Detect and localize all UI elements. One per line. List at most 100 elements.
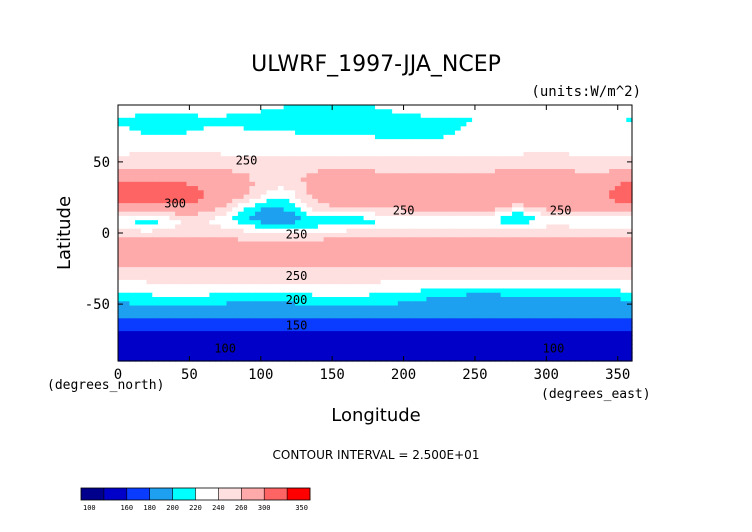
heatmap-cell: [237, 279, 245, 285]
heatmap-cell: [220, 147, 228, 153]
heatmap-cell: [272, 190, 279, 196]
heatmap-cell: [586, 164, 593, 170]
heatmap-cell: [312, 258, 319, 264]
heatmap-cell: [603, 122, 610, 127]
heatmap-cell: [369, 190, 376, 196]
heatmap-cell: [517, 271, 525, 277]
heatmap-cell: [335, 194, 342, 200]
heatmap-cell: [306, 177, 313, 183]
heatmap-cell: [232, 318, 239, 324]
heatmap-cell: [357, 190, 365, 196]
heatmap-cell: [443, 173, 450, 179]
heatmap-cell: [426, 309, 433, 315]
heatmap-cell: [580, 331, 587, 336]
heatmap-cell: [329, 126, 336, 132]
heatmap-cell: [317, 220, 325, 226]
heatmap-cell: [454, 207, 462, 213]
heatmap-cell: [357, 228, 365, 234]
heatmap-cell: [180, 211, 188, 217]
heatmap-cell: [569, 314, 576, 319]
heatmap-cell: [420, 190, 427, 196]
heatmap-cell: [135, 267, 142, 272]
heatmap-cell: [157, 113, 165, 119]
heatmap-cell: [346, 309, 353, 315]
heatmap-cell: [123, 322, 131, 328]
heatmap-cell: [123, 314, 131, 319]
heatmap-cell: [609, 267, 616, 272]
heatmap-cell: [266, 322, 273, 328]
heatmap-cell: [363, 275, 370, 281]
heatmap-cell: [175, 314, 182, 319]
heatmap-cell: [192, 233, 199, 238]
heatmap-cell: [197, 194, 205, 200]
heatmap-cell: [335, 122, 342, 127]
heatmap-cell: [540, 169, 547, 174]
heatmap-cell: [135, 233, 142, 238]
heatmap-cell: [375, 126, 382, 132]
heatmap-cell: [454, 147, 462, 153]
heatmap-cell: [489, 237, 496, 243]
heatmap-cell: [146, 250, 153, 255]
heatmap-cell: [626, 181, 633, 187]
heatmap-cell: [295, 211, 302, 217]
heatmap-cell: [586, 309, 593, 315]
heatmap-cell: [135, 335, 142, 341]
heatmap-cell: [118, 254, 125, 260]
heatmap-cell: [169, 250, 176, 255]
heatmap-cell: [472, 134, 479, 140]
heatmap-cell: [146, 254, 153, 260]
heatmap-cell: [494, 143, 502, 149]
heatmap-cell: [157, 267, 165, 272]
heatmap-cell: [232, 245, 239, 251]
heatmap-cell: [403, 130, 410, 136]
heatmap-cell: [220, 139, 228, 144]
heatmap-cell: [152, 117, 159, 123]
heatmap-cell: [169, 292, 176, 298]
heatmap-cell: [432, 160, 439, 166]
heatmap-cell: [432, 224, 439, 230]
heatmap-cell: [226, 228, 233, 234]
heatmap-cell: [266, 233, 273, 238]
heatmap-cell: [472, 143, 479, 149]
heatmap-cell: [317, 326, 325, 332]
heatmap-cell: [586, 215, 593, 221]
heatmap-cell: [152, 233, 159, 238]
heatmap-cell: [169, 164, 176, 170]
heatmap-cell: [580, 245, 587, 251]
heatmap-cell: [534, 164, 542, 170]
heatmap-cell: [346, 122, 353, 127]
heatmap-cell: [215, 113, 222, 119]
heatmap-cell: [249, 113, 256, 119]
heatmap-cell: [580, 279, 587, 285]
heatmap-cell: [352, 314, 359, 319]
heatmap-cell: [232, 122, 239, 127]
heatmap-cell: [300, 198, 308, 204]
heatmap-cell: [352, 122, 359, 127]
heatmap-cell: [620, 122, 627, 127]
heatmap-cell: [574, 105, 582, 110]
heatmap-cell: [169, 331, 176, 336]
heatmap-cell: [483, 224, 490, 230]
heatmap-cell: [312, 314, 319, 319]
heatmap-cell: [289, 156, 296, 162]
heatmap-cell: [312, 215, 319, 221]
heatmap-cell: [597, 284, 605, 290]
heatmap-cell: [197, 198, 205, 204]
heatmap-cell: [203, 177, 210, 183]
heatmap-cell: [597, 109, 605, 115]
heatmap-cell: [209, 292, 216, 298]
heatmap-cell: [620, 139, 627, 144]
heatmap-cell: [523, 318, 530, 324]
heatmap-cell: [614, 117, 622, 123]
heatmap-cell: [529, 267, 536, 272]
heatmap-cell: [403, 169, 410, 174]
heatmap-cell: [215, 250, 222, 255]
heatmap-cell: [432, 156, 439, 162]
heatmap-cell: [317, 117, 325, 123]
heatmap-cell: [186, 284, 193, 290]
heatmap-cell: [289, 164, 296, 170]
heatmap-cell: [346, 203, 353, 208]
heatmap-cell: [312, 130, 319, 136]
heatmap-cell: [157, 211, 165, 217]
heatmap-cell: [369, 305, 376, 311]
